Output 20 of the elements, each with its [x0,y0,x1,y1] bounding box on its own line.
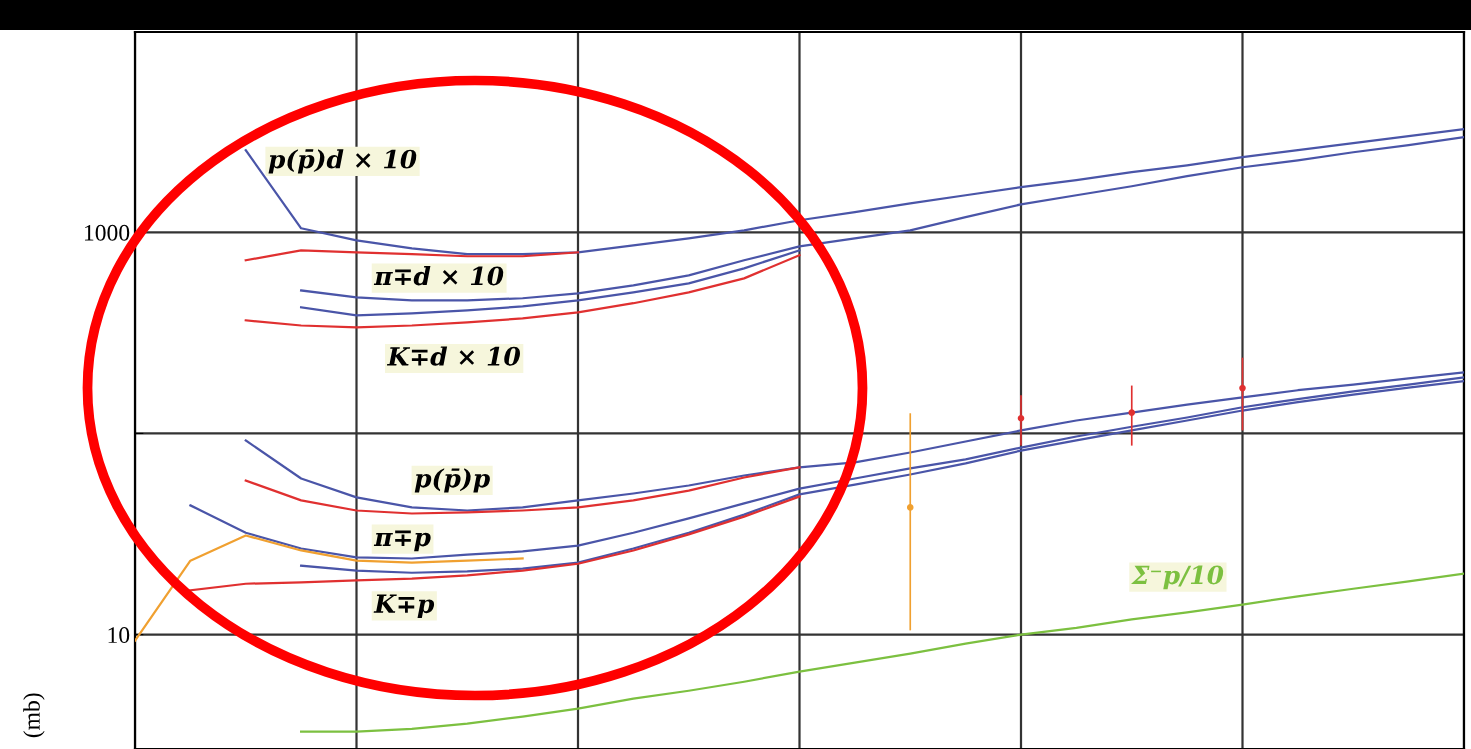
point [1128,409,1136,416]
line-series [244,371,1464,512]
series-label: p(p̄)p [414,468,490,493]
line-series [189,495,801,592]
y-tick-label: 1000 [84,224,130,241]
series-label: Σ⁻p/10 [1131,565,1224,590]
series-label: π∓d × 10 [373,266,504,286]
series-label: K∓p [373,594,435,618]
point [1239,384,1246,392]
line-series [244,128,1464,256]
line-series [244,466,801,515]
series-label: K∓d × 10 [386,346,520,366]
series-label: π∓p [373,530,431,552]
point [1017,414,1025,422]
series-label: p(p̄)d × 10 [268,149,417,174]
line-series [244,249,580,262]
line-series [244,254,801,329]
y-tick-label: 10 [108,627,130,644]
point [906,504,914,511]
y-axis-title: (mb) [23,693,45,738]
